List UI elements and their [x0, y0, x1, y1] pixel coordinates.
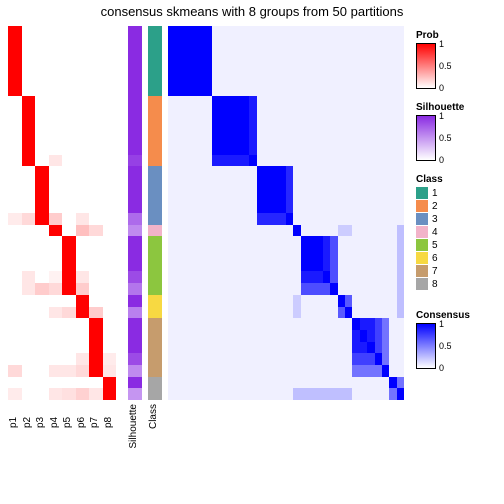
legend-class-item: 6 — [416, 252, 496, 264]
legend-class-item: 4 — [416, 226, 496, 238]
chart-title: consensus skmeans with 8 groups from 50 … — [0, 4, 504, 19]
consensus-heatmap — [168, 26, 404, 400]
legend-prob-title: Prob — [416, 30, 496, 41]
legend-class-item: 1 — [416, 187, 496, 199]
legend-class-item: 2 — [416, 200, 496, 212]
silhouette-axis-label: Silhouette — [128, 404, 139, 448]
p-label: p1 — [8, 404, 22, 440]
silhouette-column — [128, 26, 142, 400]
class-axis-label: Class — [148, 404, 159, 429]
class-column — [148, 26, 162, 400]
p-label: p4 — [49, 404, 63, 440]
p-axis-labels: p1p2p3p4p5p6p7p8 — [8, 404, 116, 440]
legend-class-item: 3 — [416, 213, 496, 225]
legend-class: Class 12345678 — [416, 174, 496, 291]
legend-sil-gradient: 10.50 — [416, 115, 436, 161]
legend-class-title: Class — [416, 174, 496, 185]
legend-prob: Prob 10.50 — [416, 30, 496, 89]
p-label: p2 — [22, 404, 36, 440]
legend-cons-gradient: 10.50 — [416, 323, 436, 369]
p-label: p8 — [103, 404, 117, 440]
legend-cons-title: Consensus — [416, 310, 496, 321]
legend-class-item: 7 — [416, 265, 496, 277]
legend-class-item: 5 — [416, 239, 496, 251]
legend-cons: Consensus 10.50 — [416, 310, 496, 369]
legend-class-item: 8 — [416, 278, 496, 290]
prob-heatmap — [8, 26, 116, 400]
p-label: p3 — [35, 404, 49, 440]
p-label: p7 — [89, 404, 103, 440]
p-label: p5 — [62, 404, 76, 440]
p-label: p6 — [76, 404, 90, 440]
legend-sil: Silhouette 10.50 — [416, 102, 496, 161]
legend-prob-gradient: 10.50 — [416, 43, 436, 89]
legend-sil-title: Silhouette — [416, 102, 496, 113]
